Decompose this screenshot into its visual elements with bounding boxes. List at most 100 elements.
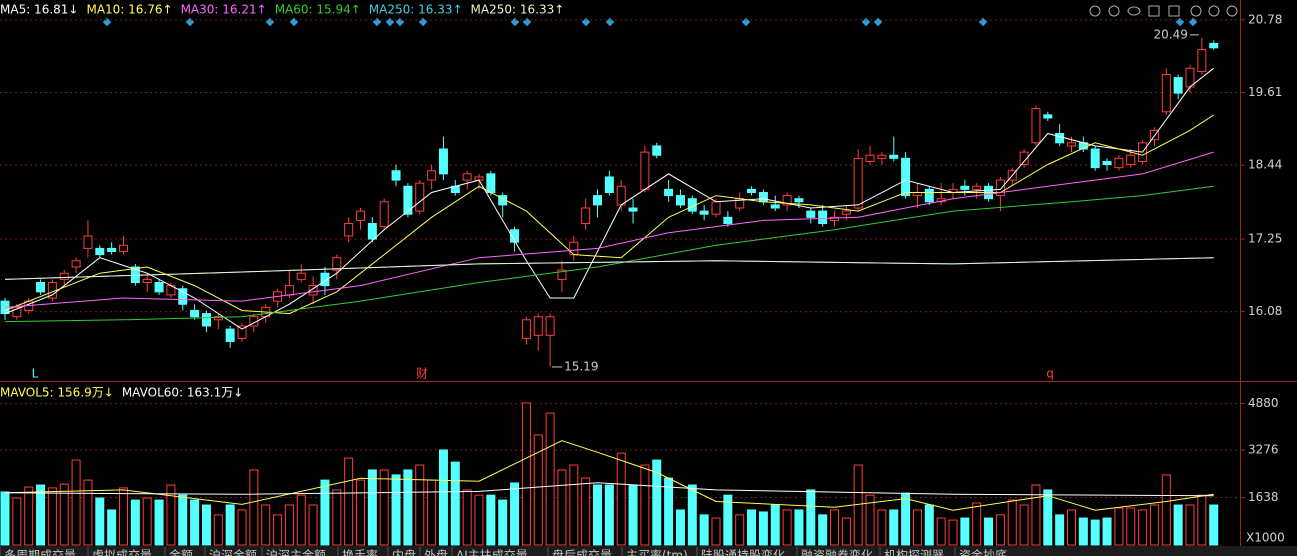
- event-marker: [265, 17, 275, 27]
- volume-bar: [273, 514, 283, 546]
- volume-bar: [984, 517, 994, 546]
- icon-bag[interactable]: [1168, 5, 1180, 17]
- volume-bar: [901, 492, 911, 546]
- tab[interactable]: 盘后成交量: [552, 548, 612, 556]
- y-tick-label: 3276: [1248, 443, 1279, 457]
- volume-bar: [1067, 509, 1076, 546]
- volume-bar: [972, 502, 982, 546]
- tab[interactable]: 虚拟成交量: [92, 548, 152, 556]
- icon-plus[interactable]: [1208, 5, 1220, 17]
- candle-body: [652, 145, 662, 156]
- volume-bar: [1031, 484, 1041, 546]
- volume-bar: [320, 479, 330, 546]
- volume-bar: [1007, 499, 1017, 546]
- candle-body: [604, 176, 614, 193]
- legend-entry: MA250: 16.33↑: [369, 3, 463, 17]
- candle-body: [1019, 151, 1029, 166]
- candle-body: [284, 285, 294, 296]
- annotation: 15.19: [564, 359, 598, 373]
- candle-body: [830, 216, 839, 221]
- volume-bar: [510, 482, 520, 546]
- tab[interactable]: 融资融券变化: [801, 548, 873, 556]
- candle-body: [178, 288, 188, 305]
- candle-body: [960, 185, 970, 190]
- candle-body: [71, 260, 81, 268]
- tab[interactable]: AI主扶成交量: [456, 548, 528, 556]
- candle-body: [83, 235, 93, 249]
- volume-bar: [699, 514, 709, 546]
- volume-bar: [308, 504, 318, 546]
- volume-bar: [0, 491, 10, 546]
- volume-bar: [47, 487, 57, 546]
- volume-bar: [924, 504, 934, 546]
- volume-bar: [593, 484, 602, 546]
- tab[interactable]: 资金抄底: [959, 548, 1007, 556]
- volume-bar: [711, 517, 721, 546]
- tab[interactable]: 外盘: [424, 548, 448, 556]
- volume-bar: [818, 514, 828, 546]
- candle-body: [711, 201, 721, 215]
- tab[interactable]: 机构探测器: [884, 548, 944, 556]
- volume-bar: [557, 469, 567, 546]
- candle-body: [107, 247, 117, 252]
- icon-back[interactable]: [1226, 5, 1238, 17]
- candle-body: [640, 151, 650, 190]
- volume-bar: [1161, 474, 1171, 546]
- volume-bar: [154, 499, 164, 546]
- tab[interactable]: 沪深金额: [209, 548, 257, 556]
- volume-bar: [664, 477, 674, 546]
- volume-bar: [12, 497, 22, 546]
- volume-bar: [166, 484, 176, 546]
- volume-bar: [213, 514, 223, 546]
- toolbar-icons[interactable]: [1089, 5, 1238, 17]
- volume-bar: [1019, 504, 1029, 546]
- volume-bar: [119, 487, 128, 546]
- icon-pin[interactable]: [1108, 5, 1120, 17]
- volume-bar: [758, 511, 768, 546]
- tab[interactable]: 主买率(tm): [626, 548, 688, 556]
- tab[interactable]: 沪深主金额: [266, 548, 326, 556]
- candle-body: [806, 210, 816, 218]
- candle-body: [367, 223, 377, 240]
- volume-bar: [936, 517, 946, 546]
- event-marker: [372, 17, 382, 27]
- volume-bar: [486, 494, 496, 546]
- volume-bar: [1209, 504, 1219, 546]
- candle-body: [770, 204, 780, 209]
- candle-body: [1209, 42, 1219, 49]
- legend-entry: MAVOL60: 163.1万↓: [122, 386, 243, 400]
- candle-body: [569, 241, 579, 256]
- candle-body: [510, 229, 520, 243]
- candle-body: [379, 201, 389, 228]
- legend-entry: MA250: 16.33↑: [471, 3, 565, 17]
- volume-bar: [379, 469, 389, 546]
- tab[interactable]: 陆股通持股变化: [701, 548, 785, 556]
- icon-settings[interactable]: [1089, 5, 1101, 17]
- volume-bar: [545, 412, 555, 546]
- volume-bar: [107, 509, 117, 546]
- volume-bar: [782, 509, 792, 546]
- candle-body: [889, 154, 899, 159]
- tab[interactable]: 多周期成交量: [4, 548, 76, 556]
- volume-bar: [249, 469, 259, 546]
- volume-bar: [1197, 494, 1207, 546]
- y-tick-label: 17.25: [1248, 232, 1282, 246]
- volume-bar: [877, 509, 887, 546]
- candle-body: [593, 195, 602, 206]
- icon-box[interactable]: [1148, 5, 1160, 17]
- tab[interactable]: 内盘: [392, 548, 416, 556]
- event-marker: [385, 17, 395, 27]
- tab[interactable]: 金额: [169, 548, 193, 556]
- volume-bar: [261, 504, 271, 546]
- tab[interactable]: 换手率: [342, 548, 378, 556]
- volume-bar: [533, 434, 543, 546]
- icon-eye[interactable]: [1127, 6, 1141, 16]
- event-label: L: [32, 367, 39, 381]
- volume-bar: [367, 469, 377, 546]
- candle-body: [628, 207, 638, 212]
- volume-bar: [581, 477, 591, 546]
- candle-body: [486, 173, 496, 193]
- candle-body: [521, 319, 531, 339]
- volume-bar: [1138, 509, 1148, 546]
- icon-minus[interactable]: [1190, 5, 1202, 17]
